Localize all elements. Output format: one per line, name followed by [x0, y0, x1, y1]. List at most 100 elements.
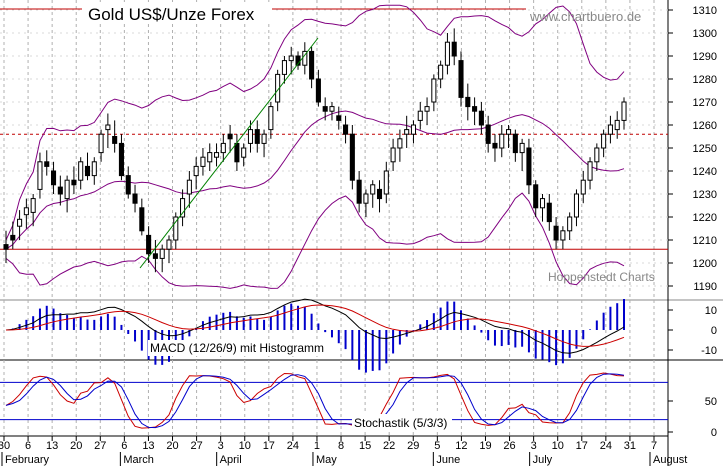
macd-label-bg	[148, 340, 336, 356]
chart-title: Gold US$/Unze Forex	[88, 5, 255, 24]
candle-body	[553, 225, 559, 241]
candle-body	[546, 202, 552, 223]
candle-body	[44, 161, 50, 167]
candle-body	[186, 179, 192, 195]
x-tick-label: 12	[455, 440, 467, 452]
candle-body	[166, 239, 172, 250]
macd-tick-label: 0	[711, 325, 717, 337]
candle-body	[601, 133, 607, 149]
candle-body	[180, 198, 186, 218]
macd-signal-line	[5, 304, 625, 347]
candle-body	[64, 179, 70, 200]
x-tick-label: 31	[624, 440, 636, 452]
candle-body	[213, 152, 220, 158]
candle-body	[539, 198, 546, 209]
candle-body	[444, 41, 450, 66]
candle-body	[458, 60, 464, 98]
y-tick-label: 1280	[693, 74, 717, 86]
month-label: February	[5, 454, 50, 466]
y-tick-label: 1230	[693, 189, 717, 201]
x-tick-label: 17	[576, 440, 588, 452]
candle-body	[118, 142, 124, 177]
candle-body	[30, 198, 36, 213]
y-tick-label: 1250	[693, 143, 717, 155]
stoch-label-bg	[352, 414, 452, 430]
candle-body	[125, 175, 131, 195]
watermark-bottom: Hoppenstedt Charts	[548, 270, 655, 284]
candle-body	[343, 124, 349, 135]
x-tick-label: 15	[359, 440, 371, 452]
x-tick-label: 17	[263, 440, 275, 452]
x-tick-label: 20	[70, 440, 82, 452]
candle-body	[329, 106, 335, 112]
candle-body	[288, 55, 294, 62]
x-tick-label: 13	[142, 440, 154, 452]
candle-body	[465, 96, 471, 108]
candle-body	[132, 193, 138, 204]
month-label: July	[533, 454, 553, 466]
month-labels: February March April May June July August	[1, 452, 687, 466]
grid	[0, 0, 668, 436]
x-tick-label: 5	[434, 440, 440, 452]
x-tick-label: 27	[94, 440, 106, 452]
watermark-top: www.chartbuero.de	[529, 9, 641, 24]
x-tick-label: 3	[218, 440, 224, 452]
bollinger-upper	[5, 4, 625, 241]
bollinger-bands	[5, 4, 625, 289]
candle-body	[614, 119, 620, 131]
candle-body	[424, 106, 430, 112]
y-tick-label: 1240	[693, 166, 717, 178]
x-tick-label: 30	[0, 440, 10, 452]
stoch-tick-label: 50	[705, 396, 717, 408]
candle-body	[315, 78, 321, 103]
candle-body	[390, 147, 396, 163]
x-tick-label: 24	[287, 440, 299, 452]
y-tick-label: 1310	[693, 5, 717, 17]
candle-body	[241, 147, 247, 158]
candle-body	[139, 207, 145, 232]
candle-body	[587, 161, 593, 181]
candle-body	[492, 142, 498, 149]
candle-body	[105, 124, 111, 131]
candle-body	[322, 106, 328, 112]
candle-body	[485, 124, 491, 144]
candle-body	[410, 124, 417, 135]
x-tick-label: 3	[531, 440, 537, 452]
stoch-k-line	[5, 372, 625, 429]
candle-body	[254, 129, 260, 144]
candle-body	[526, 147, 532, 186]
month-label: April	[220, 454, 242, 466]
macd-line	[5, 298, 625, 354]
x-tick-label: 22	[383, 440, 395, 452]
candle-body	[193, 165, 199, 177]
candle-body	[281, 60, 287, 75]
x-tick-label: 6	[121, 440, 127, 452]
macd-panel: 10 0 -10	[5, 298, 717, 373]
x-tick-label: 8	[338, 440, 344, 452]
macd-tick-label: -10	[701, 345, 717, 357]
candle-body	[594, 147, 600, 163]
y-tick-label: 1300	[693, 28, 717, 40]
stoch-label: Stochastik (5/3/3)	[354, 416, 447, 430]
candle-body	[71, 179, 77, 186]
month-label: May	[316, 454, 337, 466]
candle-body	[207, 152, 213, 163]
y-tick-label: 1260	[693, 120, 717, 132]
title-bg	[82, 2, 272, 24]
candle-body	[112, 136, 118, 144]
candle-body	[580, 179, 586, 195]
candle-body	[397, 138, 403, 149]
candle-body	[84, 165, 91, 177]
candle-body	[10, 234, 16, 241]
candle-body	[17, 218, 23, 227]
x-tick-label: 26	[503, 440, 515, 452]
candle-body	[356, 179, 362, 204]
x-tick-label: 13	[46, 440, 58, 452]
candle-body	[573, 193, 579, 218]
x-tick-label: 27	[190, 440, 202, 452]
candle-body	[309, 50, 315, 80]
x-axis-ticks: 30 6 13 20 27 6 13 20 27 3 10 17 24 1 8 15 22 29 5 12 19 26 3 1…	[0, 436, 657, 452]
candle-body	[431, 78, 437, 103]
reference-lines	[0, 8, 668, 250]
